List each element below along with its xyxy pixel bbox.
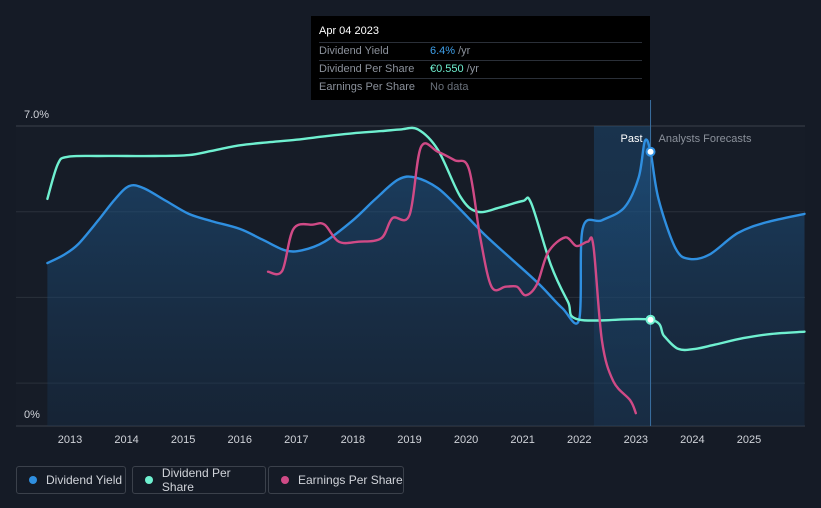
x-tick-label: 2015 xyxy=(171,434,195,446)
past-region-label: Past xyxy=(621,133,643,145)
x-tick-label: 2019 xyxy=(397,434,421,446)
y-axis-top-label: 7.0% xyxy=(24,109,49,121)
legend-label: Earnings Per Share xyxy=(298,473,403,487)
legend-label: Dividend Yield xyxy=(46,473,123,487)
legend-item-earnings-per-share[interactable]: Earnings Per Share xyxy=(268,466,404,494)
legend-dot-icon xyxy=(29,476,37,484)
tooltip-unit: /yr xyxy=(466,63,479,75)
series-lines xyxy=(46,126,806,415)
tooltip-label: Dividend Per Share xyxy=(319,63,415,75)
tooltip-row-dividend-per-share: Dividend Per Share €0.550/yr xyxy=(319,60,642,78)
x-tick-label: 2018 xyxy=(341,434,365,446)
dividend-yield-marker xyxy=(645,146,656,157)
tooltip-row-earnings-per-share: Earnings Per Share No data xyxy=(319,78,642,96)
x-tick-label: 2017 xyxy=(284,434,308,446)
forecast-region-label: Analysts Forecasts xyxy=(659,133,752,145)
x-tick-label: 2013 xyxy=(58,434,82,446)
hover-tooltip: Apr 04 2023 Dividend Yield 6.4%/yr Divid… xyxy=(311,16,650,100)
dividend-yield-area xyxy=(47,139,805,427)
tooltip-label: Dividend Yield xyxy=(319,45,389,57)
x-tick-label: 2024 xyxy=(680,434,704,446)
x-tick-label: 2020 xyxy=(454,434,478,446)
x-tick-label: 2014 xyxy=(114,434,138,446)
dividend-yield-line xyxy=(46,138,806,325)
tooltip-date: Apr 04 2023 xyxy=(319,25,379,37)
tooltip-value: €0.550 xyxy=(430,63,464,75)
dividend-per-share-marker xyxy=(645,314,656,325)
tooltip-value: 6.4% xyxy=(430,45,456,57)
x-tick-label: 2023 xyxy=(624,434,648,446)
x-tick-label: 2021 xyxy=(510,434,534,446)
x-tick-label: 2025 xyxy=(737,434,761,446)
legend-item-dividend-yield[interactable]: Dividend Yield xyxy=(16,466,126,494)
legend-dot-icon xyxy=(145,476,153,484)
tooltip-row-dividend-yield: Dividend Yield 6.4%/yr xyxy=(319,42,642,60)
legend-label: Dividend Per Share xyxy=(161,466,231,494)
dividend-per-share-line xyxy=(46,126,806,352)
tooltip-label: Earnings Per Share xyxy=(319,81,415,93)
x-tick-label: 2016 xyxy=(228,434,252,446)
earnings-per-share-line xyxy=(266,142,637,415)
hover-markers xyxy=(645,146,656,325)
yield-area xyxy=(47,139,805,427)
x-tick-label: 2022 xyxy=(567,434,591,446)
legend-item-dividend-per-share[interactable]: Dividend Per Share xyxy=(132,466,266,494)
x-axis-ticks: 2013 2014 2015 2016 2017 2018 2019 2020 2021 2022… xyxy=(58,434,761,446)
y-axis-bottom-label: 0% xyxy=(24,409,40,421)
tooltip-unit: /yr xyxy=(458,45,471,57)
tooltip-value: No data xyxy=(430,81,469,93)
legend-dot-icon xyxy=(281,476,289,484)
